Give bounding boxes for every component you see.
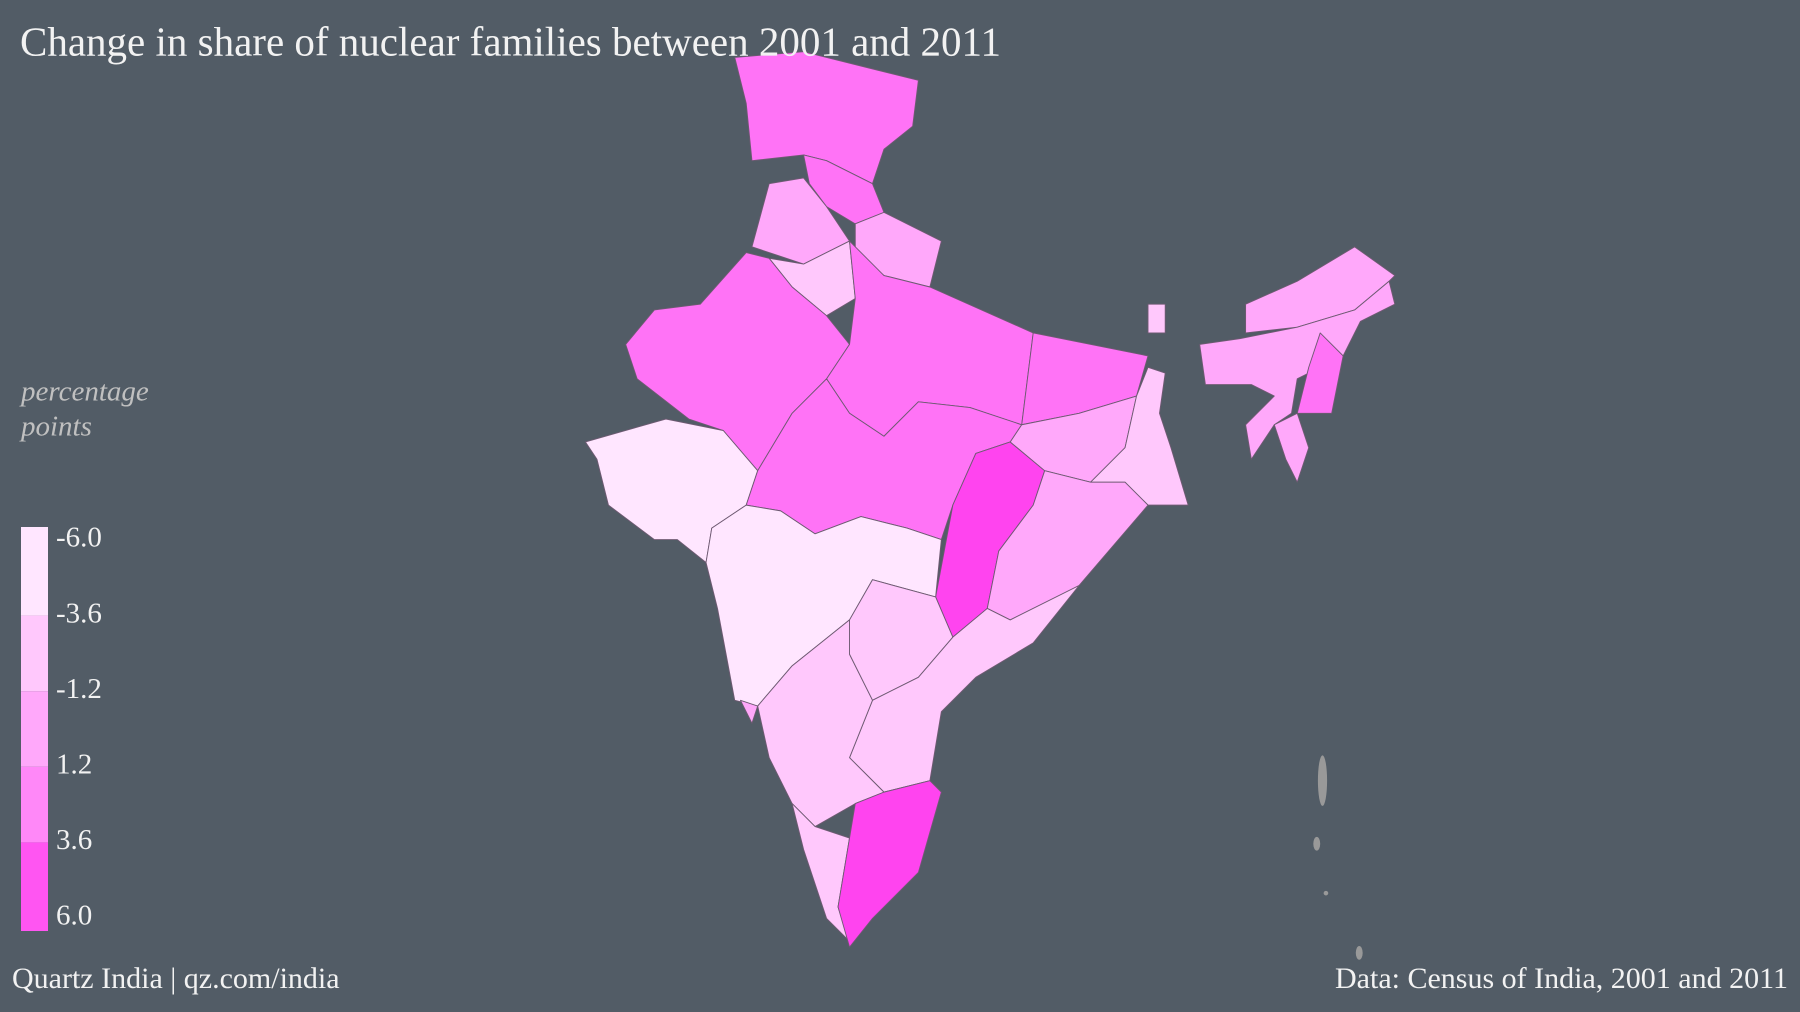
legend-title: points <box>19 411 92 443</box>
legend-tick-label: 3.6 <box>56 824 92 856</box>
legend-tick-label: -3.6 <box>56 597 102 629</box>
state <box>1296 332 1344 414</box>
islands <box>1313 755 1363 960</box>
legend-swatch <box>21 527 48 616</box>
footer-source: Quartz India | qz.com/india <box>12 962 340 995</box>
legend-swatch <box>21 691 48 767</box>
india-map <box>585 51 1396 960</box>
legend-tick-label: 6.0 <box>56 900 92 932</box>
legend-tick-label: -1.2 <box>56 673 102 705</box>
legend-swatch <box>21 766 48 843</box>
legend-swatch <box>21 842 48 931</box>
state <box>757 619 885 828</box>
legend-swatch <box>21 615 48 692</box>
title: Change in share of nuclear families betw… <box>20 18 1001 64</box>
state <box>837 780 942 948</box>
state <box>740 699 759 724</box>
state <box>734 51 919 185</box>
state <box>1147 303 1166 334</box>
legend-tick-label: 1.2 <box>56 748 92 780</box>
legend-title: percentage <box>19 376 149 408</box>
legend-tick-label: -6.0 <box>56 522 102 554</box>
state <box>1273 412 1310 483</box>
footer-data: Data: Census of India, 2001 and 2011 <box>1335 962 1788 995</box>
state <box>1090 366 1189 506</box>
